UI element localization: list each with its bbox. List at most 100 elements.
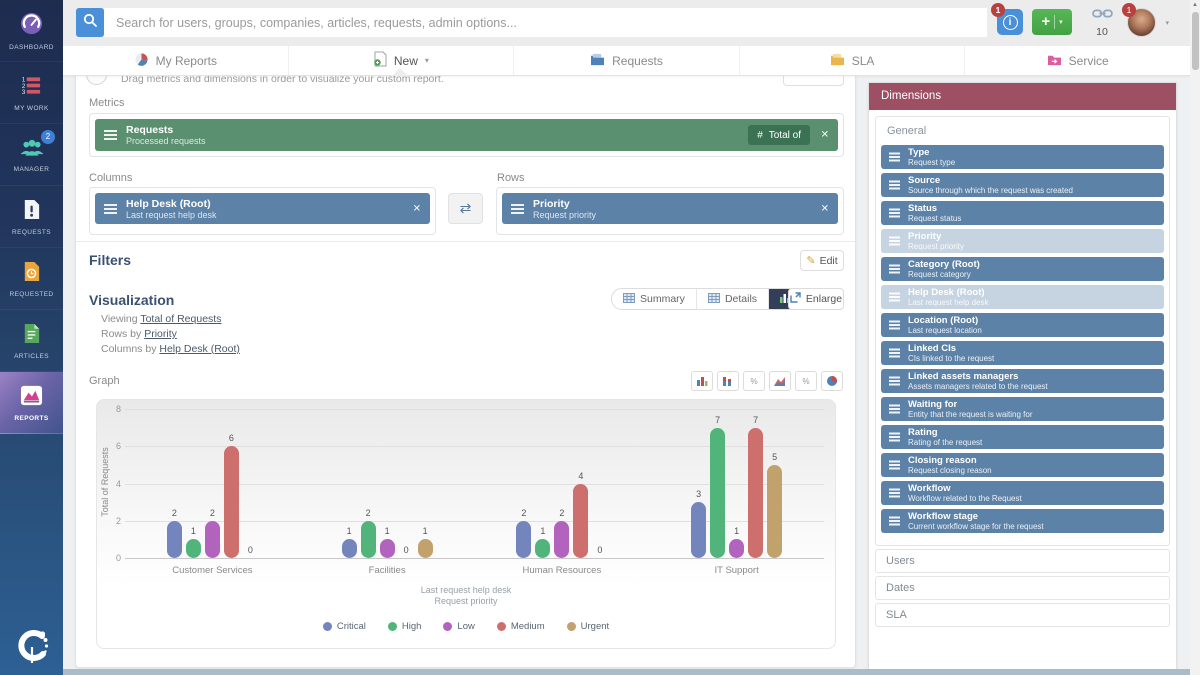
bar-medium-2[interactable]: [573, 483, 589, 558]
bar-low-2[interactable]: [554, 520, 570, 558]
dimension-item[interactable]: Workflow Workflow related to the Request: [881, 481, 1164, 505]
dimension-item[interactable]: Location (Root) Last request location: [881, 313, 1164, 337]
tab-service[interactable]: Service: [964, 46, 1190, 75]
columns-by-link[interactable]: Help Desk (Root): [159, 343, 240, 355]
drag-handle-icon[interactable]: [889, 520, 900, 522]
search-button[interactable]: [76, 8, 104, 37]
dimension-item[interactable]: Type Request type: [881, 145, 1164, 169]
tab-new[interactable]: New ▾: [287, 46, 514, 75]
dimension-item[interactable]: Category (Root) Request category: [881, 257, 1164, 281]
metric-bar-requests[interactable]: Requests Processed requests # Total of ✕: [95, 119, 838, 151]
dimension-item[interactable]: Help Desk (Root) Last request help desk: [881, 285, 1164, 309]
drag-handle-icon[interactable]: [511, 207, 524, 210]
drag-handle-icon[interactable]: [889, 240, 900, 242]
bar-medium-0[interactable]: [223, 446, 239, 558]
user-menu[interactable]: 1 ▾: [1122, 3, 1171, 40]
bar-critical-2[interactable]: [516, 520, 532, 558]
bar-low-3[interactable]: [729, 539, 745, 558]
area-chart-button[interactable]: [769, 371, 791, 391]
row-bar-priority[interactable]: Priority Request priority ✕: [502, 193, 838, 224]
bar-urgent-3[interactable]: [767, 464, 783, 558]
sidebar-item-requests[interactable]: REQUESTS: [0, 186, 63, 248]
dimensions-group-users[interactable]: Users: [875, 549, 1170, 573]
dimensions-group-dates[interactable]: Dates: [875, 576, 1170, 600]
drag-handle-icon[interactable]: [889, 380, 900, 382]
drag-handle-icon[interactable]: [889, 296, 900, 298]
rows-by-link[interactable]: Priority: [144, 328, 177, 340]
sidebar-item-manager[interactable]: 2 MANAGER: [0, 124, 63, 186]
dimension-item[interactable]: Source Source through which the request …: [881, 173, 1164, 197]
bar-medium-3[interactable]: [748, 427, 764, 558]
dimension-item[interactable]: Linked CIs CIs linked to the request: [881, 341, 1164, 365]
drag-handle-icon[interactable]: [104, 134, 117, 136]
drag-handle-icon[interactable]: [889, 464, 900, 466]
bar-critical-3[interactable]: [691, 502, 707, 558]
swap-rows-columns-button[interactable]: ⇄: [448, 193, 483, 224]
details-view-button[interactable]: Details: [695, 289, 768, 309]
x-category-label: Facilities: [368, 565, 406, 576]
legend-item-urgent[interactable]: Urgent: [566, 621, 609, 632]
sidebar-item-articles[interactable]: ARTICLES: [0, 310, 63, 372]
bar-critical-0[interactable]: [166, 520, 182, 558]
legend-item-critical[interactable]: Critical: [322, 621, 366, 632]
add-button[interactable]: + ▾: [1032, 9, 1072, 35]
dimension-item[interactable]: Waiting for Entity that the request is w…: [881, 397, 1164, 421]
bar-low-1[interactable]: [379, 539, 395, 558]
drag-handle-icon[interactable]: [889, 324, 900, 326]
pie-chart-button[interactable]: [821, 371, 843, 391]
dimension-title: Help Desk (Root): [908, 286, 985, 298]
aggregation-chip[interactable]: # Total of: [748, 125, 810, 145]
summary-view-button[interactable]: Summary: [612, 289, 696, 309]
legend-item-high[interactable]: High: [387, 621, 421, 632]
drag-handle-icon[interactable]: [889, 268, 900, 270]
dimension-item[interactable]: Workflow stage Current workflow stage fo…: [881, 509, 1164, 533]
drag-handle-icon[interactable]: [889, 184, 900, 186]
tab-sla[interactable]: SLA: [738, 46, 965, 75]
legend-item-low[interactable]: Low: [443, 621, 475, 632]
column-bar-help-desk[interactable]: Help Desk (Root) Last request help desk …: [95, 193, 430, 224]
scrollbar-thumb[interactable]: [1191, 12, 1199, 70]
enlarge-button[interactable]: Enlarge: [788, 288, 844, 310]
tab-requests[interactable]: Requests: [513, 46, 739, 75]
bar-high-1[interactable]: [360, 520, 376, 558]
percent-stacked-chart-button[interactable]: %: [743, 371, 765, 391]
sidebar-item-dashboard[interactable]: DASHBOARD: [0, 0, 63, 62]
dimension-item[interactable]: Status Request status: [881, 201, 1164, 225]
drag-handle-icon[interactable]: [889, 212, 900, 214]
stacked-bar-chart-button[interactable]: [717, 371, 739, 391]
dimensions-group-sla[interactable]: SLA: [875, 603, 1170, 627]
legend-item-medium[interactable]: Medium: [496, 621, 545, 632]
bar-high-0[interactable]: [185, 539, 201, 558]
bar-high-2[interactable]: [535, 539, 551, 558]
percent-area-chart-button[interactable]: %: [795, 371, 817, 391]
remove-metric-icon[interactable]: ✕: [820, 129, 829, 141]
drag-handle-icon[interactable]: [889, 352, 900, 354]
drag-handle-icon[interactable]: [889, 492, 900, 494]
drag-handle-icon[interactable]: [104, 207, 117, 210]
bar-critical-1[interactable]: [341, 539, 357, 558]
viewing-link[interactable]: Total of Requests: [140, 313, 222, 325]
dimension-item[interactable]: Rating Rating of the request: [881, 425, 1164, 449]
search-input[interactable]: [104, 8, 987, 37]
edit-filters-button[interactable]: ✎ Edit: [800, 250, 844, 271]
tab-my-reports[interactable]: My Reports: [63, 46, 288, 75]
linked-items-indicator[interactable]: 10: [1085, 7, 1119, 38]
dimension-item[interactable]: Linked assets managers Assets managers r…: [881, 369, 1164, 393]
dimension-item[interactable]: Priority Request priority: [881, 229, 1164, 253]
dimension-item[interactable]: Closing reason Request closing reason: [881, 453, 1164, 477]
sidebar-item-reports[interactable]: REPORTS: [0, 372, 63, 434]
scroll-up-arrow[interactable]: ▲: [1192, 2, 1198, 8]
drag-handle-icon[interactable]: [889, 156, 900, 158]
drag-handle-icon[interactable]: [889, 436, 900, 438]
bar-chart-button[interactable]: [691, 371, 713, 391]
sidebar-item-requested[interactable]: REQUESTED: [0, 248, 63, 310]
page-scrollbar[interactable]: ▲: [1190, 0, 1200, 675]
remove-column-icon[interactable]: ✕: [412, 203, 421, 214]
bar-high-3[interactable]: [710, 427, 726, 558]
remove-row-icon[interactable]: ✕: [820, 203, 829, 214]
bar-low-0[interactable]: [204, 520, 220, 558]
info-button[interactable]: 1 i: [991, 3, 1023, 35]
bar-urgent-1[interactable]: [417, 539, 433, 558]
drag-handle-icon[interactable]: [889, 408, 900, 410]
